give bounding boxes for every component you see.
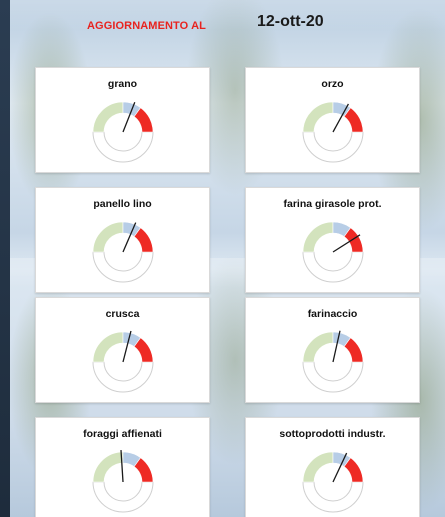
gauge-zone-low (302, 101, 334, 133)
gauge-card: orzo (245, 67, 420, 173)
gauge-chart (86, 215, 160, 289)
gauge-card: sottoprodotti industr. (245, 417, 420, 517)
background-band (10, 0, 445, 30)
gauge-zone-low (302, 331, 334, 363)
gauge-title: sottoprodotti industr. (279, 428, 386, 440)
gauge-svg (302, 221, 364, 283)
gauge-zone-high (133, 457, 154, 483)
gauge-chart (296, 445, 370, 517)
gauge-zone-low (92, 101, 124, 133)
gauge-lower-ring (92, 251, 154, 283)
gauge-zone-low (92, 331, 124, 363)
gauge-zone-high (343, 107, 364, 133)
gauge-needle (332, 452, 348, 483)
gauge-card: farina girasole prot. (245, 187, 420, 293)
gauge-title: farinaccio (307, 308, 358, 320)
window-edge (0, 0, 10, 517)
gauge-title: panello lino (93, 198, 152, 210)
gauge-lower-ring (302, 251, 364, 283)
gauge-svg (302, 330, 364, 393)
gauge-lower-ring (302, 361, 364, 393)
gauge-needle (122, 222, 137, 253)
gauge-card: foraggi affienati (35, 417, 210, 517)
gauge-chart (296, 215, 370, 289)
gauge-lower-ring (92, 131, 154, 163)
gauge-title: crusca (105, 308, 140, 320)
gauge-svg (92, 101, 154, 163)
gauge-svg (92, 450, 154, 513)
gauge-lower-ring (92, 361, 154, 393)
gauge-zone-high (133, 227, 154, 253)
gauge-card: farinaccio (245, 297, 420, 403)
gauge-title: orzo (321, 78, 344, 90)
gauge-chart (86, 325, 160, 399)
gauge-zone-low (92, 451, 124, 483)
gauge-chart (296, 95, 370, 169)
gauge-svg (92, 221, 154, 283)
gauge-svg (302, 101, 364, 163)
gauge-needle (120, 450, 124, 483)
gauge-needle (122, 330, 132, 363)
gauge-zone-low (302, 221, 334, 253)
gauge-needle (122, 102, 136, 133)
gauge-chart (86, 445, 160, 517)
gauge-card: panello lino (35, 187, 210, 293)
gauge-zone-high (343, 227, 364, 253)
gauge-zone-low (92, 221, 124, 253)
gauge-zone-low (302, 451, 334, 483)
header: AGGIORNAMENTO AL 12-ott-20 (10, 0, 445, 40)
gauge-zone-high (343, 457, 364, 483)
gauge-lower-ring (302, 481, 364, 513)
gauge-lower-ring (92, 481, 154, 513)
gauge-chart (86, 95, 160, 169)
gauge-card: grano (35, 67, 210, 173)
gauge-zone-high (133, 107, 154, 133)
gauge-svg (92, 330, 154, 393)
gauge-needle (332, 234, 361, 253)
gauge-chart (296, 325, 370, 399)
gauge-card: crusca (35, 297, 210, 403)
gauge-title: foraggi affienati (83, 428, 162, 440)
gauge-needle (332, 330, 341, 363)
gauge-svg (302, 451, 364, 513)
gauge-zone-high (343, 337, 364, 363)
gauge-title: farina girasole prot. (283, 198, 382, 210)
update-date: 12-ott-20 (257, 13, 324, 30)
gauge-zone-high (133, 337, 154, 363)
gauge-title: grano (107, 78, 138, 90)
gauge-lower-ring (302, 131, 364, 163)
update-label: AGGIORNAMENTO AL (87, 20, 206, 32)
gauge-needle (332, 103, 349, 133)
